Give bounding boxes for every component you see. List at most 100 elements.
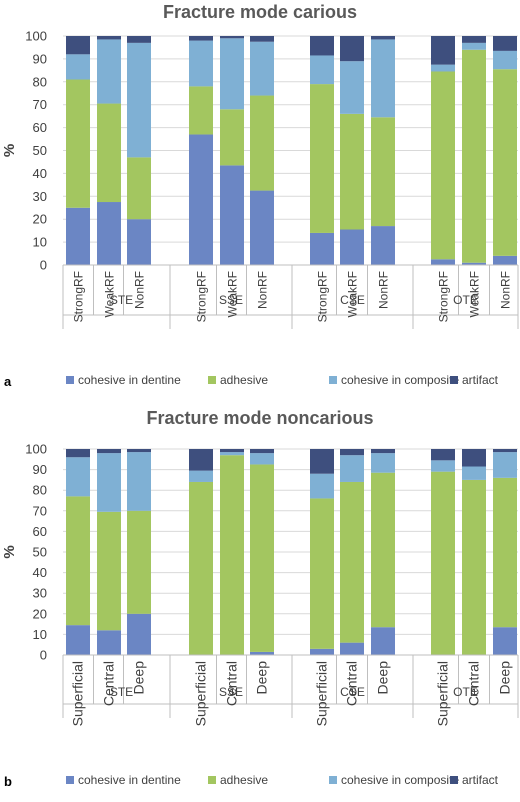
- bar-segment: [310, 473, 334, 499]
- bar-segment: [371, 453, 395, 473]
- bar-segment: [493, 69, 517, 256]
- bar-segment: [431, 460, 455, 472]
- bar-segment: [127, 613, 151, 655]
- legend-label: cohesive in composite: [341, 773, 459, 787]
- bar-segment: [220, 449, 244, 453]
- bar-segment: [493, 477, 517, 628]
- bar-segment: [127, 449, 151, 453]
- legend-label: cohesive in composite: [341, 373, 459, 387]
- legend-swatch: [450, 376, 458, 384]
- bar-segment: [66, 79, 90, 208]
- bar-segment: [127, 36, 151, 43]
- bar-segment: [462, 262, 486, 265]
- y-tick-label: 10: [33, 627, 47, 642]
- bar-segment: [66, 54, 90, 80]
- bar-segment: [431, 449, 455, 461]
- y-tick-label: 40: [33, 565, 47, 580]
- category-label: Superficial: [435, 661, 451, 726]
- bar-segment: [371, 36, 395, 40]
- panel-letter: a: [4, 374, 12, 389]
- category-label: WeakRF: [468, 271, 482, 317]
- bar-segment: [189, 40, 213, 87]
- y-tick-label: 30: [33, 189, 47, 204]
- bar-segment: [127, 219, 151, 265]
- category-label: Central: [224, 661, 240, 706]
- category-label: Central: [344, 661, 360, 706]
- bar-segment: [340, 229, 364, 265]
- y-tick-label: 60: [33, 524, 47, 539]
- category-label: Deep: [254, 661, 270, 695]
- bar-segment: [189, 36, 213, 41]
- category-label: Superficial: [70, 661, 86, 726]
- bar-segment: [250, 36, 274, 42]
- bar-segment: [310, 449, 334, 474]
- y-tick-label: 0: [40, 258, 47, 273]
- bar-segment: [189, 481, 213, 655]
- y-tick-label: 80: [33, 483, 47, 498]
- bar-segment: [189, 134, 213, 265]
- bar-segment: [493, 449, 517, 453]
- bar-segment: [250, 651, 274, 655]
- category-label: NonRF: [377, 271, 391, 309]
- bar-segment: [310, 36, 334, 56]
- legend-label: cohesive in dentine: [78, 373, 181, 387]
- bar-segment: [340, 455, 364, 482]
- y-tick-label: 80: [33, 74, 47, 89]
- legend-swatch: [66, 776, 74, 784]
- category-label: Deep: [131, 661, 147, 695]
- y-tick-label: 50: [33, 545, 47, 560]
- bar-segment: [431, 71, 455, 260]
- y-tick-label: 60: [33, 120, 47, 135]
- legend-label: adhesive: [220, 373, 268, 387]
- bar-segment: [189, 449, 213, 471]
- bar-segment: [97, 202, 121, 265]
- y-tick-label: 0: [40, 648, 47, 663]
- category-label: StrongRF: [72, 271, 86, 322]
- bar-segment: [371, 117, 395, 227]
- category-label: Deep: [375, 661, 391, 695]
- category-label: StrongRF: [195, 271, 209, 322]
- category-label: WeakRF: [346, 271, 360, 317]
- bar-segment: [493, 255, 517, 265]
- category-label: Deep: [497, 661, 513, 695]
- bar-segment: [66, 207, 90, 265]
- bar-segment: [97, 103, 121, 203]
- bar-segment: [220, 452, 244, 456]
- y-tick-label: 20: [33, 606, 47, 621]
- bar-segment: [250, 190, 274, 265]
- legend-label: artifact: [462, 773, 499, 787]
- category-label: StrongRF: [316, 271, 330, 322]
- legend-label: cohesive in dentine: [78, 773, 181, 787]
- bar-segment: [371, 472, 395, 628]
- legend-swatch: [329, 376, 337, 384]
- y-tick-label: 50: [33, 143, 47, 158]
- bar-segment: [97, 39, 121, 104]
- group-label: CSE: [340, 293, 365, 307]
- bar-segment: [493, 50, 517, 70]
- bar-segment: [340, 36, 364, 62]
- bar-segment: [371, 449, 395, 454]
- group-label: CSE: [340, 685, 365, 699]
- legend-swatch: [208, 376, 216, 384]
- group-label: SSE: [219, 685, 243, 699]
- legend-label: adhesive: [220, 773, 268, 787]
- bar-segment: [250, 449, 274, 454]
- category-label: WeakRF: [103, 271, 117, 317]
- bar-segment: [493, 627, 517, 655]
- bar-segment: [371, 226, 395, 265]
- bar-segment: [66, 36, 90, 55]
- bar-segment: [97, 511, 121, 631]
- bar-segment: [431, 471, 455, 655]
- bar-segment: [310, 84, 334, 233]
- group-label: OTE: [453, 293, 478, 307]
- bar-segment: [462, 449, 486, 467]
- category-label: NonRF: [256, 271, 270, 309]
- group-label: STE: [110, 685, 133, 699]
- bar-segment: [127, 510, 151, 614]
- bar-segment: [462, 466, 486, 480]
- bar-segment: [493, 452, 517, 478]
- y-axis-label: %: [1, 545, 18, 558]
- bar-segment: [220, 38, 244, 110]
